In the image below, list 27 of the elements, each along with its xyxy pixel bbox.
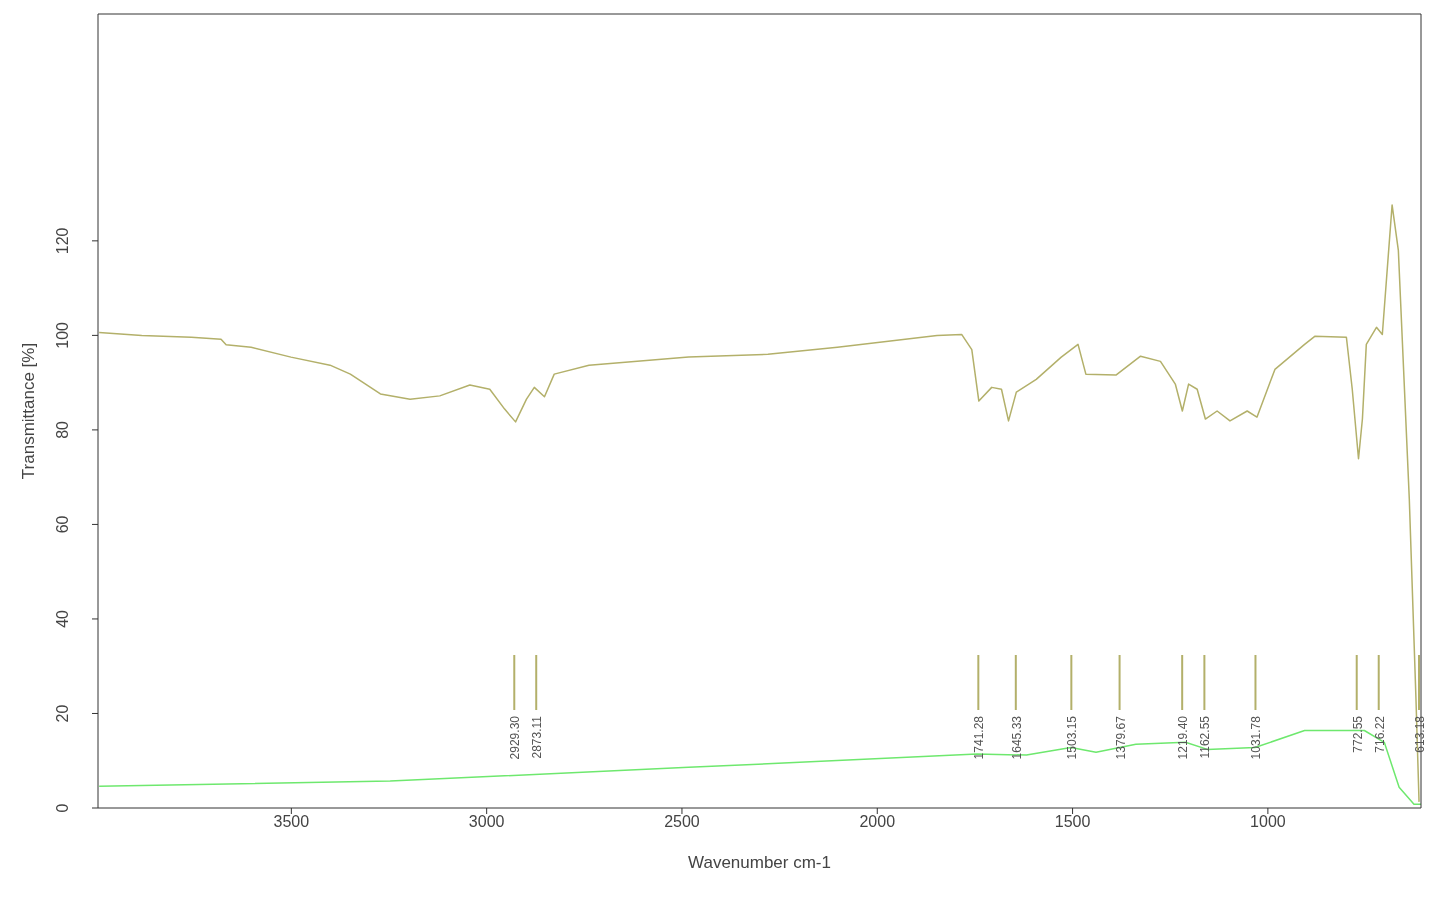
ref-line-label: 1031.78: [1249, 715, 1264, 760]
ref-line-label: 1379.67: [1113, 715, 1128, 760]
y-tick-label: 20: [54, 704, 71, 723]
ref-line-label: 2873.11: [530, 715, 545, 759]
y-tick-label: 40: [54, 609, 71, 628]
y-tick-label: 80: [54, 420, 71, 439]
ref-line-label: 1162.55: [1198, 715, 1213, 759]
ref-line-label: 772.55: [1350, 715, 1365, 753]
ref-line-label: 1503.15: [1065, 715, 1080, 760]
ref-line-label: 1219.40: [1176, 715, 1191, 760]
y-axis-title: Transmittance [%]: [19, 342, 39, 480]
y-tick-label: 120: [54, 227, 71, 255]
ref-line-label: 1741.28: [972, 715, 987, 760]
x-tick-label: 3000: [468, 813, 505, 831]
y-tick-label: 100: [54, 321, 71, 349]
x-tick-label: 3500: [273, 813, 310, 831]
x-tick-label: 2000: [859, 813, 896, 831]
y-tick-label: 60: [54, 515, 71, 534]
x-tick-label: 1000: [1250, 813, 1286, 831]
ref-line-label: 2929.30: [508, 715, 523, 760]
x-tick-label: 2500: [664, 813, 700, 831]
ref-line-label: 1645.33: [1009, 715, 1024, 760]
x-tick-label: 1500: [1054, 813, 1091, 831]
ref-line-label: 716.22: [1372, 715, 1387, 753]
x-axis-title: Wavenumber cm-1: [688, 853, 831, 872]
y-tick-label: 0: [54, 803, 71, 813]
ref-line-label: 613.18: [1412, 715, 1427, 753]
